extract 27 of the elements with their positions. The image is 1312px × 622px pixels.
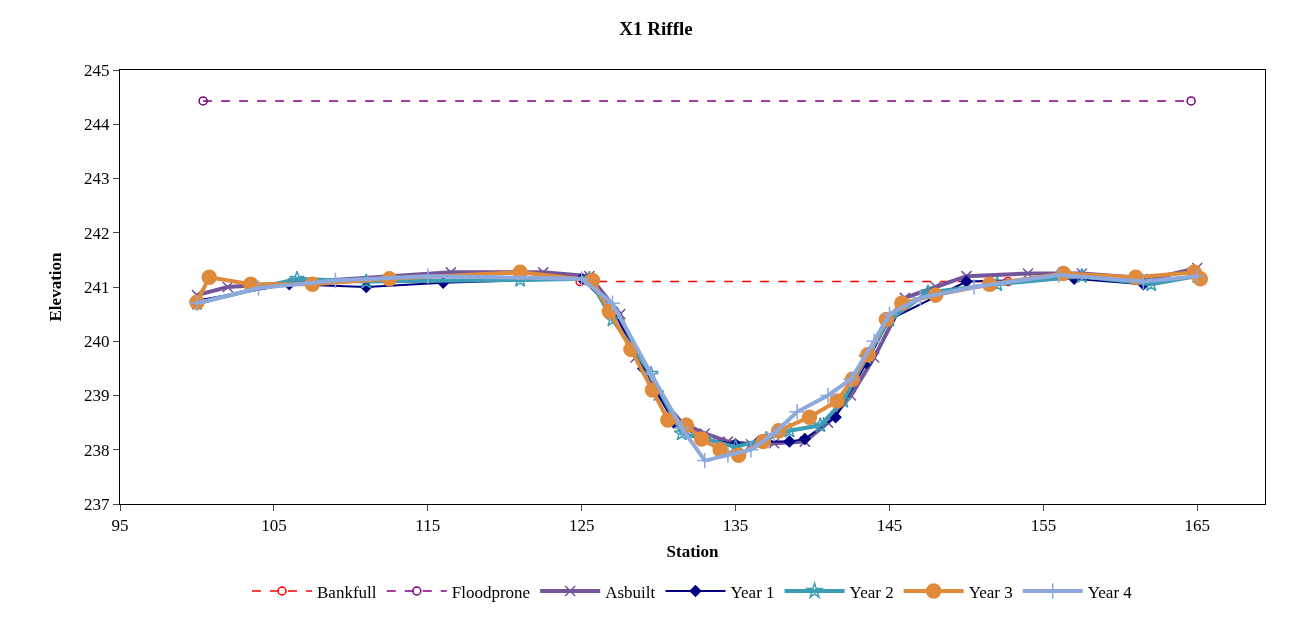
legend-label: Floodprone — [451, 582, 531, 602]
x-axis-title: Station — [666, 541, 720, 561]
x-tick-label: 165 — [1184, 516, 1211, 536]
y-tick-label: 244 — [84, 115, 111, 135]
x-tick-label: 95 — [111, 516, 129, 536]
y-tick-label: 238 — [84, 440, 110, 460]
legend-label: Bankfull — [317, 582, 377, 602]
legend-label: Year 4 — [1087, 582, 1133, 602]
x-tick-label: 135 — [722, 516, 749, 536]
legend-label: Year 2 — [849, 582, 894, 602]
y-tick-label: 245 — [84, 60, 110, 80]
y-tick-label: 239 — [84, 386, 110, 406]
y-axis-title: Elevation — [45, 251, 65, 322]
x-tick-label: 155 — [1030, 516, 1057, 536]
y-tick-label: 241 — [84, 277, 110, 297]
legend-label: Year 3 — [968, 582, 1013, 602]
y-tick-label: 237 — [84, 494, 111, 514]
legend-label: Year 1 — [730, 582, 775, 602]
x-tick-label: 105 — [261, 516, 287, 536]
chart-title: X1 Riffle — [619, 17, 693, 39]
x-tick-label: 125 — [568, 516, 595, 536]
y-tick-label: 242 — [84, 223, 110, 243]
y-tick-label: 240 — [84, 332, 110, 352]
y-tick-label: 243 — [84, 169, 110, 189]
legend-label: Asbuilt — [605, 582, 656, 602]
x-tick-label: 115 — [415, 516, 441, 536]
x-tick-label: 145 — [876, 516, 903, 536]
